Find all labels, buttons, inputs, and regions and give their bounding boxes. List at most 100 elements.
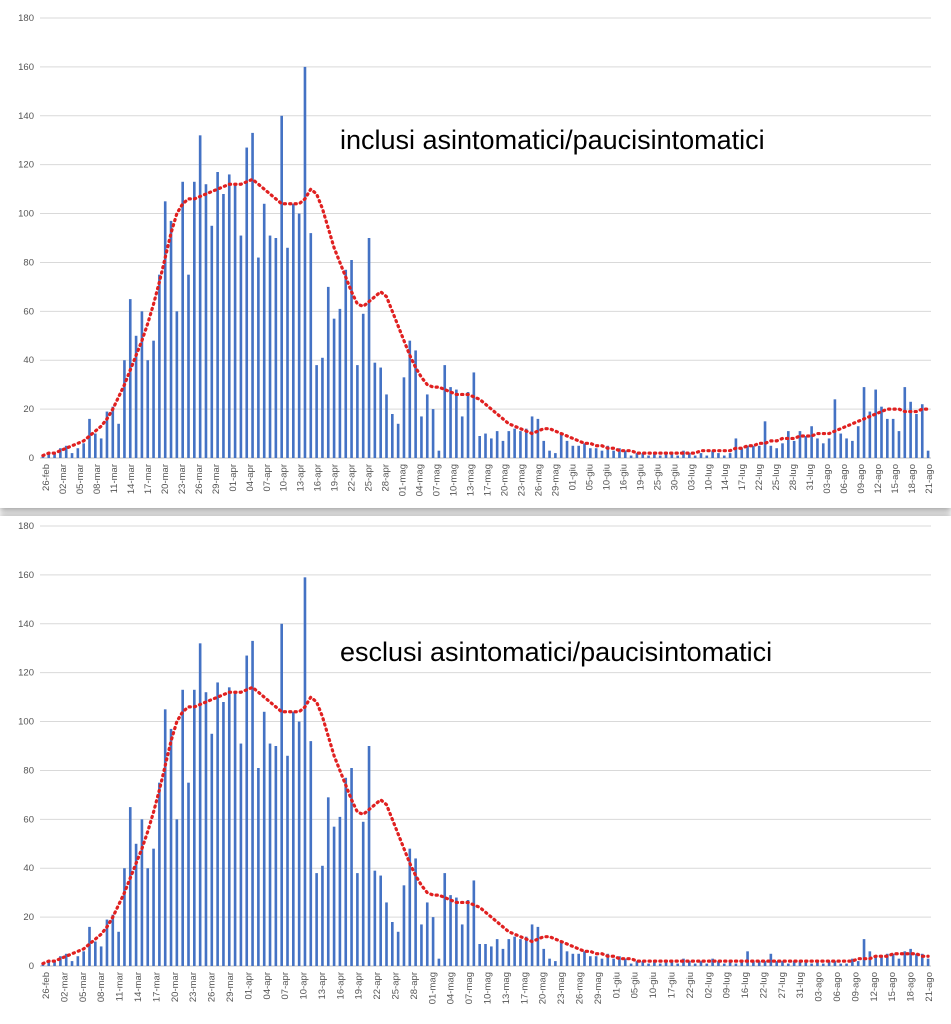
x-tick-label: 01-apr: [228, 464, 239, 491]
bar-esclusi-88: [554, 961, 557, 966]
bar-inclusi-84: [530, 416, 534, 458]
x-tick-label: 16-apr: [335, 972, 346, 999]
bar-inclusi-146: [891, 418, 895, 458]
x-tick-label: 26-feb: [41, 464, 52, 491]
bar-inclusi-40: [274, 238, 278, 458]
y-tick-label: 0: [29, 453, 34, 464]
x-tick-label: 02-lug: [703, 972, 714, 998]
bar-inclusi-42: [286, 247, 289, 458]
bar-esclusi-72: [460, 924, 464, 966]
x-tick-label: 28-apr: [381, 464, 392, 491]
bar-inclusi-24: [181, 181, 184, 458]
bar-esclusi-131: [804, 961, 808, 966]
bar-esclusi-3: [59, 956, 62, 966]
bar-inclusi-60: [391, 414, 394, 458]
x-tick-label: 01-giu: [567, 464, 578, 490]
bar-inclusi-124: [763, 421, 767, 458]
x-tick-label: 09-ago: [850, 972, 861, 1002]
bar-esclusi-40: [274, 746, 278, 966]
bar-inclusi-18: [146, 360, 150, 458]
x-tick-label: 05-giu: [630, 972, 641, 998]
x-tick-label: 22-apr: [372, 972, 383, 999]
bar-inclusi-32: [227, 174, 231, 458]
bar-inclusi-63: [408, 340, 412, 458]
bar-esclusi-57: [373, 870, 377, 966]
bar-esclusi-114: [705, 963, 709, 966]
bar-esclusi-97: [606, 953, 610, 966]
bar-esclusi-101: [629, 963, 633, 966]
x-tick-label: 31-lug: [795, 972, 806, 998]
bar-esclusi-61: [396, 931, 400, 966]
bar-esclusi-69: [443, 873, 447, 966]
x-tick-label: 22-giu: [685, 972, 696, 998]
bar-esclusi-27: [198, 643, 202, 966]
x-tick-label: 21-ago: [924, 464, 935, 494]
bar-inclusi-100: [623, 450, 627, 458]
x-tick-label: 23-mar: [177, 464, 188, 494]
bar-inclusi-61: [396, 423, 400, 458]
bar-inclusi-2: [53, 453, 56, 458]
x-tick-label: 04-apr: [245, 464, 256, 491]
x-tick-label: 07-mag: [432, 464, 443, 496]
x-tick-label: 09-lug: [722, 972, 733, 998]
bar-inclusi-6: [76, 448, 80, 458]
x-tick-label: 23-mag: [516, 464, 527, 496]
bar-inclusi-144: [880, 406, 883, 458]
x-tick-label: 17-mar: [151, 972, 162, 1002]
bar-esclusi-44: [297, 721, 301, 966]
y-tick-label: 60: [23, 814, 34, 825]
bar-inclusi-54: [356, 365, 359, 458]
x-tick-label: 06-ago: [839, 464, 850, 494]
bar-esclusi-117: [722, 963, 726, 966]
bar-inclusi-140: [856, 426, 860, 458]
x-tick-label: 29-mag: [593, 972, 604, 1004]
x-tick-label: 14-lug: [720, 464, 731, 490]
x-tick-label: 28-lug: [788, 464, 799, 490]
bar-inclusi-91: [571, 445, 575, 458]
bar-inclusi-151: [920, 404, 924, 458]
bar-inclusi-136: [833, 399, 837, 458]
bar-inclusi-25: [187, 274, 190, 458]
x-tick-label: 28-apr: [409, 972, 420, 999]
y-tick-label: 20: [23, 404, 34, 415]
bar-inclusi-103: [641, 453, 645, 458]
bar-esclusi-49: [326, 797, 330, 966]
bar-inclusi-68: [437, 450, 441, 458]
y-tick-label: 160: [18, 62, 34, 73]
x-tick-label: 05-mar: [75, 464, 86, 494]
x-tick-label: 08-mar: [92, 464, 103, 494]
bar-inclusi-93: [583, 443, 586, 458]
bar-esclusi-125: [769, 953, 773, 966]
bar-inclusi-139: [851, 440, 854, 458]
bar-inclusi-101: [629, 455, 633, 458]
bar-inclusi-71: [455, 389, 458, 458]
bar-inclusi-92: [577, 445, 580, 458]
bar-esclusi-116: [717, 961, 720, 966]
bar-inclusi-133: [816, 438, 819, 458]
bar-esclusi-56: [367, 746, 371, 966]
bar-inclusi-26: [193, 181, 196, 458]
bar-esclusi-35: [245, 655, 249, 966]
bar-inclusi-21: [163, 201, 167, 458]
x-tick-label: 10-mag: [449, 464, 460, 496]
x-tick-label: 02-mar: [58, 464, 69, 494]
bar-inclusi-7: [82, 443, 85, 458]
bar-inclusi-130: [798, 431, 802, 458]
bar-inclusi-83: [524, 428, 528, 458]
bar-esclusi-78: [495, 939, 499, 966]
bar-inclusi-8: [88, 418, 91, 458]
bar-esclusi-112: [693, 963, 697, 966]
x-tick-label: 10-giu: [648, 972, 659, 998]
x-tick-label: 13-apr: [317, 972, 328, 999]
bar-esclusi-134: [821, 963, 825, 966]
bar-esclusi-21: [163, 709, 167, 966]
bar-esclusi-146: [891, 953, 895, 966]
bar-inclusi-115: [711, 450, 714, 458]
bar-inclusi-22: [169, 220, 173, 458]
bar-inclusi-80: [507, 431, 511, 458]
bar-inclusi-66: [425, 394, 429, 458]
bar-esclusi-80: [507, 939, 511, 966]
y-tick-label: 40: [23, 863, 34, 874]
bar-esclusi-38: [262, 711, 266, 966]
bar-esclusi-64: [414, 858, 417, 966]
